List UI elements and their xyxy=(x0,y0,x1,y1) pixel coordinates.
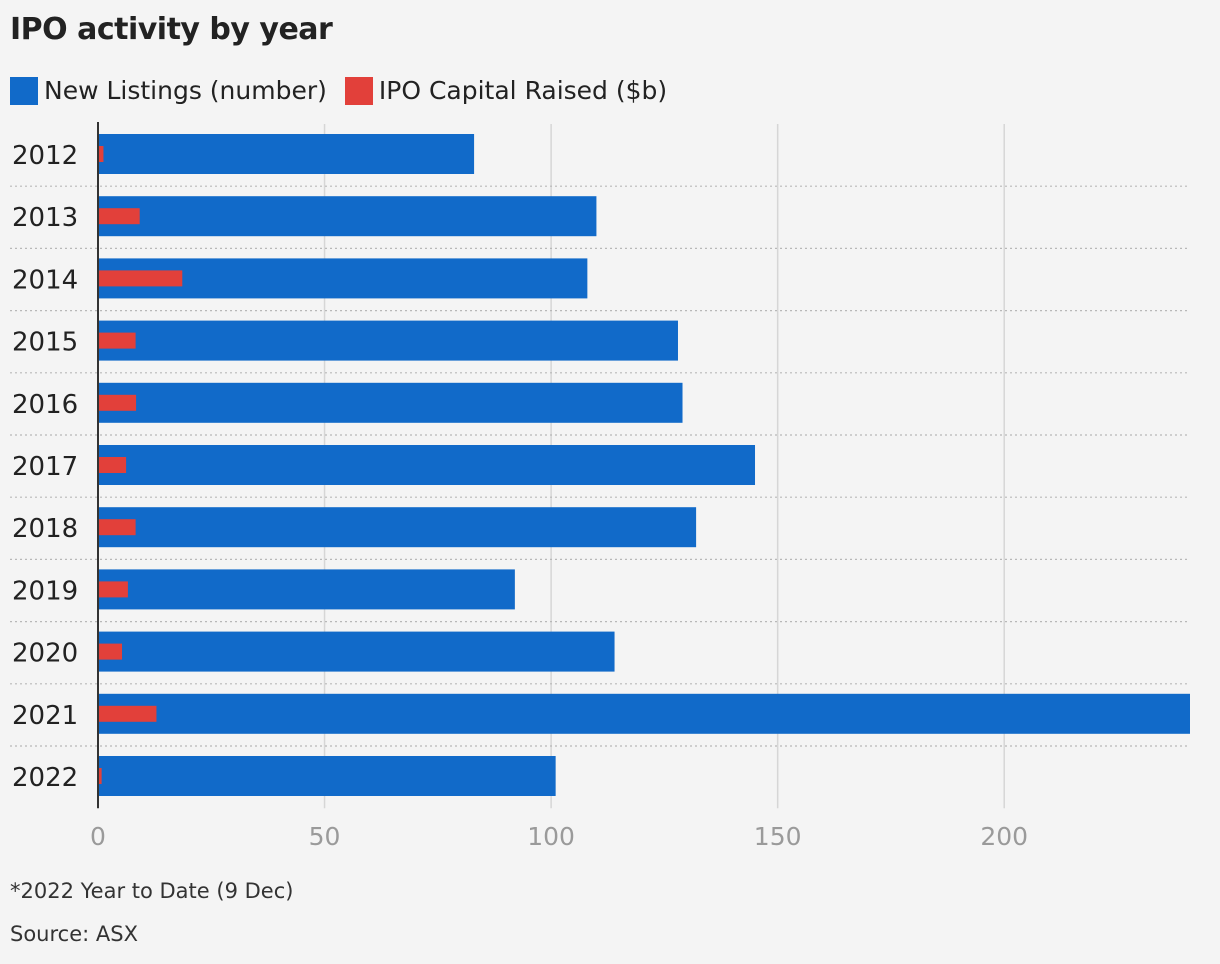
x-tick-label: 200 xyxy=(980,822,1028,850)
bar-ipo-capital xyxy=(98,394,137,411)
bar-ipo-capital xyxy=(98,146,104,162)
bar-new-listings xyxy=(98,693,1190,734)
legend-swatch-ipo-capital xyxy=(344,76,373,105)
y-tick-label: 2016 xyxy=(12,390,78,420)
legend-item-ipo-capital: IPO Capital Raised ($b) xyxy=(344,76,668,105)
bar-ipo-capital xyxy=(98,643,123,660)
footnote: *2022 Year to Date (9 Dec) xyxy=(10,879,294,903)
bar-ipo-capital xyxy=(98,457,127,473)
chart-title: IPO activity by year xyxy=(10,12,333,47)
bar-new-listings xyxy=(98,756,556,796)
legend: New Listings (number) IPO Capital Raised… xyxy=(10,76,685,105)
bar-ipo-capital xyxy=(98,270,183,287)
bar-new-listings xyxy=(98,196,597,237)
bar-ipo-capital xyxy=(98,768,102,784)
y-tick-label: 2015 xyxy=(12,328,78,358)
y-tick-label: 2020 xyxy=(12,639,78,669)
bar-new-listings xyxy=(98,320,678,361)
bar-new-listings xyxy=(98,382,683,423)
x-tick-label: 100 xyxy=(527,822,575,850)
bar-chart: 2012 2013 2014 2015 2016 2017 2018 2019 2020 2021… xyxy=(10,122,1190,850)
source-note: Source: ASX xyxy=(10,922,138,946)
y-tick-label: 2021 xyxy=(12,701,78,731)
y-tick-label: 2022 xyxy=(12,763,78,793)
legend-swatch-new-listings xyxy=(10,76,38,105)
bar-ipo-capital xyxy=(98,581,128,598)
bar-new-listings xyxy=(98,507,697,548)
y-tick-label: 2017 xyxy=(12,452,78,482)
bar-new-listings xyxy=(98,445,756,485)
x-tick-label: 0 xyxy=(90,822,106,850)
y-tick-label: 2013 xyxy=(12,203,78,233)
y-tick-label: 2014 xyxy=(12,265,78,295)
bar-new-listings xyxy=(98,569,515,610)
legend-item-new-listings: New Listings (number) xyxy=(10,76,327,105)
bar-ipo-capital xyxy=(98,519,136,536)
x-tick-label: 150 xyxy=(754,822,802,850)
bar-new-listings xyxy=(98,134,475,174)
bar-ipo-capital xyxy=(98,705,157,722)
y-tick-label: 2018 xyxy=(12,514,78,544)
legend-label-ipo-capital: IPO Capital Raised ($b) xyxy=(378,76,668,105)
bar-ipo-capital xyxy=(98,208,140,225)
bar-ipo-capital xyxy=(98,332,136,349)
y-tick-label: 2019 xyxy=(12,576,78,606)
legend-label-new-listings: New Listings (number) xyxy=(44,76,327,105)
x-tick-label: 50 xyxy=(309,822,341,850)
y-tick-label: 2012 xyxy=(12,141,78,171)
bar-new-listings xyxy=(98,631,615,672)
